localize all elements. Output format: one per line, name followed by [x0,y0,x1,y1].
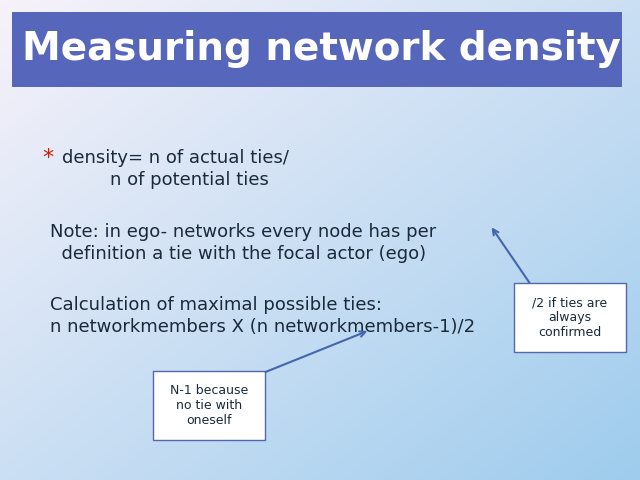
Text: Calculation of maximal possible ties:: Calculation of maximal possible ties: [50,296,382,314]
Text: Note: in ego- networks every node has per: Note: in ego- networks every node has pe… [50,223,436,241]
Text: /2 if ties are
always
confirmed: /2 if ties are always confirmed [532,296,607,339]
Text: n of potential ties: n of potential ties [110,171,269,189]
Text: n networkmembers X (n networkmembers-1)/2: n networkmembers X (n networkmembers-1)/… [50,318,475,336]
Text: Measuring network density: Measuring network density [22,31,621,69]
FancyBboxPatch shape [153,371,265,440]
Text: density= n of actual ties/: density= n of actual ties/ [62,149,289,167]
Text: definition a tie with the focal actor (ego): definition a tie with the focal actor (e… [50,245,426,263]
Text: N-1 because
no tie with
oneself: N-1 because no tie with oneself [170,384,248,427]
FancyBboxPatch shape [514,283,626,352]
FancyBboxPatch shape [12,12,622,87]
Text: *: * [42,148,54,168]
